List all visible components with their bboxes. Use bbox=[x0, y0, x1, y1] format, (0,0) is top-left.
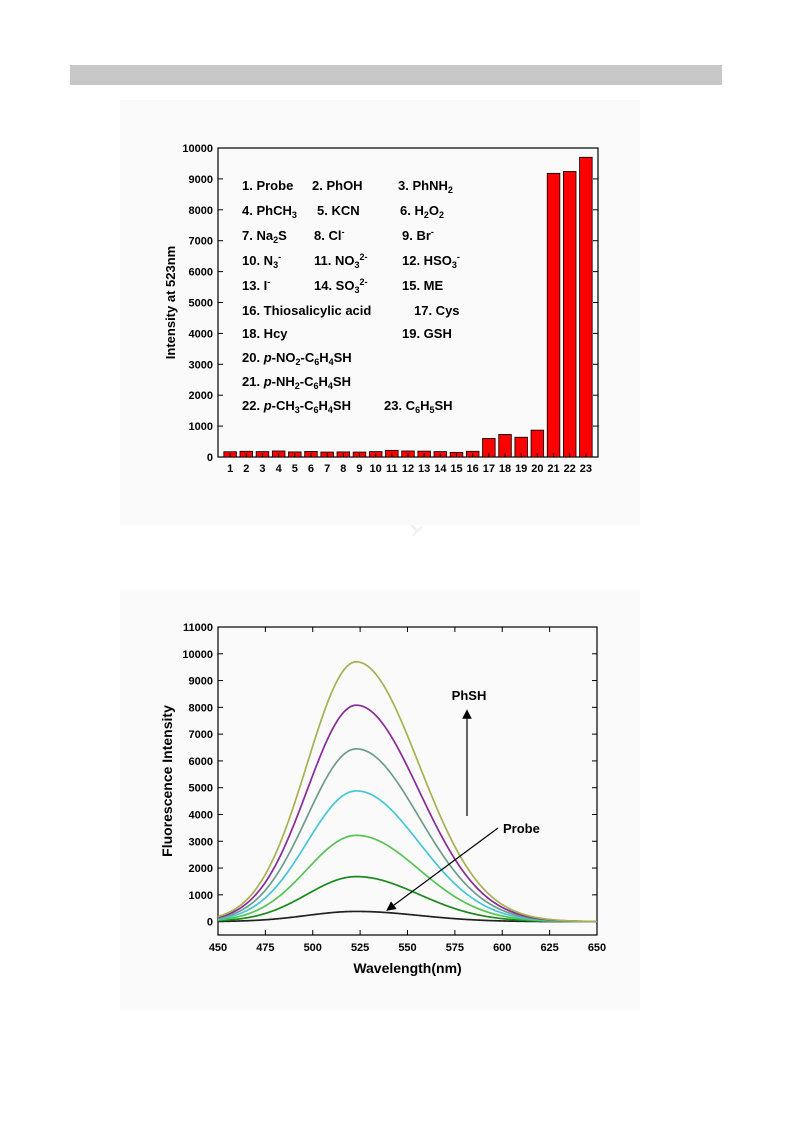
x-tick-label: 12 bbox=[402, 463, 414, 475]
annotation-label: Probe bbox=[503, 821, 540, 836]
y-tick-label: 7000 bbox=[189, 236, 213, 248]
y-tick-label: 6000 bbox=[189, 756, 213, 768]
x-axis-label: Wavelength(nm) bbox=[353, 960, 461, 976]
bar bbox=[546, 172, 561, 458]
x-tick-label: 3 bbox=[259, 463, 265, 475]
legend-entry: 21. p-NH2-C6H4SH bbox=[242, 374, 351, 391]
y-tick-label: 11000 bbox=[183, 622, 213, 634]
x-tick-label: 20 bbox=[531, 463, 543, 475]
y-tick-label: 7000 bbox=[189, 729, 213, 741]
legend-entry: 22. p-CH3-C6H4SH bbox=[242, 398, 351, 415]
bar-chart-panel: 0 1000 2000 3000 4000 5000 6000 7000 8000 9000 100… bbox=[120, 100, 640, 525]
y-tick-label: 8000 bbox=[189, 205, 213, 217]
legend-entry: 16. Thiosalicylic acid bbox=[242, 303, 371, 318]
x-tick-label: 14 bbox=[434, 463, 447, 475]
y-tick-label: 5000 bbox=[189, 298, 213, 310]
x-tick-label: 17 bbox=[483, 463, 495, 475]
legend-entry: 8. Cl- bbox=[314, 227, 344, 243]
legend-entry: 10. N3- bbox=[242, 252, 281, 270]
y-tick-label: 8000 bbox=[189, 702, 213, 714]
x-tick-label: 475 bbox=[256, 942, 274, 954]
legend-entry: 17. Cys bbox=[414, 303, 460, 318]
y-tick-label: 1000 bbox=[189, 421, 213, 433]
y-tick-label: 10000 bbox=[182, 649, 213, 661]
x-tick-label: 19 bbox=[515, 463, 527, 475]
x-tick-label: 15 bbox=[450, 463, 462, 475]
header-bar bbox=[70, 65, 722, 85]
y-tick-label: 3000 bbox=[189, 836, 213, 848]
bar-chart: 0 1000 2000 3000 4000 5000 6000 7000 8000 9000 100… bbox=[163, 143, 599, 475]
y-tick-label: 6000 bbox=[189, 267, 213, 279]
legend-entry: 19. GSH bbox=[402, 326, 452, 341]
bar bbox=[579, 156, 593, 458]
y-tick-label: 1000 bbox=[189, 890, 213, 902]
x-tick-label: 21 bbox=[547, 463, 559, 475]
legend-entry: 11. NO32- bbox=[314, 252, 368, 270]
x-tick-label: 23 bbox=[580, 463, 592, 475]
y-tick-label: 4000 bbox=[189, 328, 213, 340]
legend-entry: 6. H2O2 bbox=[400, 203, 444, 220]
x-tick-label: 550 bbox=[398, 942, 416, 954]
x-tick-label: 16 bbox=[467, 463, 479, 475]
legend-entry: 1. Probe bbox=[242, 178, 293, 193]
x-tick-label: 575 bbox=[446, 942, 464, 954]
x-tick-label: 1 bbox=[227, 463, 233, 475]
line-chart-panel: 0 1000 2000 3000 4000 5000 6000 7000 8000 9000 100… bbox=[120, 590, 640, 1010]
legend-entry: 9. Br- bbox=[402, 227, 434, 243]
x-tick-label: 9 bbox=[356, 463, 362, 475]
x-tick-label: 4 bbox=[276, 463, 283, 475]
legend-entry: 12. HSO3- bbox=[402, 252, 460, 270]
x-tick-label: 525 bbox=[351, 942, 369, 954]
annotation-label: PhSH bbox=[452, 688, 487, 703]
spectrum-line bbox=[217, 660, 598, 923]
legend-entry: 23. C6H5SH bbox=[384, 398, 453, 415]
x-tick-label: 600 bbox=[493, 942, 511, 954]
arrow-probe bbox=[386, 827, 499, 911]
legend-entry: 14. SO32- bbox=[314, 277, 368, 295]
x-tick-label: 7 bbox=[324, 463, 330, 475]
legend-entry: 7. Na2S bbox=[242, 228, 287, 245]
y-tick-label: 4000 bbox=[189, 809, 213, 821]
y-tick-label: 0 bbox=[207, 452, 213, 464]
x-tick-label: 450 bbox=[209, 942, 227, 954]
x-tick-label: 5 bbox=[292, 463, 298, 475]
x-tick-label: 10 bbox=[370, 463, 382, 475]
x-tick-label: 13 bbox=[418, 463, 430, 475]
x-tick-label: 625 bbox=[540, 942, 558, 954]
x-tick-label: 2 bbox=[243, 463, 249, 475]
y-axis-label: Intensity at 523nm bbox=[163, 246, 178, 359]
y-tick-label: 2000 bbox=[189, 390, 213, 402]
legend-entry: 18. Hcy bbox=[242, 326, 288, 341]
legend-entry: 2. PhOH bbox=[312, 178, 363, 193]
y-tick-label: 10000 bbox=[182, 143, 213, 155]
x-tick-label: 11 bbox=[386, 463, 398, 475]
bar bbox=[530, 429, 545, 458]
x-tick-label: 500 bbox=[304, 942, 322, 954]
y-tick-label: 9000 bbox=[189, 174, 213, 186]
bar bbox=[562, 171, 577, 458]
y-tick-label: 0 bbox=[207, 917, 213, 929]
x-tick-label: 650 bbox=[588, 942, 606, 954]
x-tick-label: 6 bbox=[308, 463, 314, 475]
legend-entry: 13. I- bbox=[242, 277, 270, 293]
y-tick-label: 9000 bbox=[189, 676, 213, 688]
x-tick-label: 22 bbox=[564, 463, 576, 475]
legend-entry: 15. ME bbox=[402, 278, 444, 293]
legend-entry: 20. p-NO2-C6H4SH bbox=[242, 350, 352, 367]
legend-entry: 4. PhCH3 bbox=[242, 203, 297, 220]
line-chart: 0 1000 2000 3000 4000 5000 6000 7000 8000 9000 100… bbox=[159, 622, 606, 976]
y-tick-label: 3000 bbox=[189, 359, 213, 371]
x-tick-label: 18 bbox=[499, 463, 511, 475]
y-tick-label: 2000 bbox=[189, 863, 213, 875]
y-tick-label: 5000 bbox=[189, 783, 213, 795]
y-axis-label: Fluorescence Intensity bbox=[159, 705, 175, 857]
legend-entry: 5. KCN bbox=[317, 203, 360, 218]
legend-entry: 3. PhNH2 bbox=[398, 178, 453, 195]
x-tick-label: 8 bbox=[340, 463, 346, 475]
